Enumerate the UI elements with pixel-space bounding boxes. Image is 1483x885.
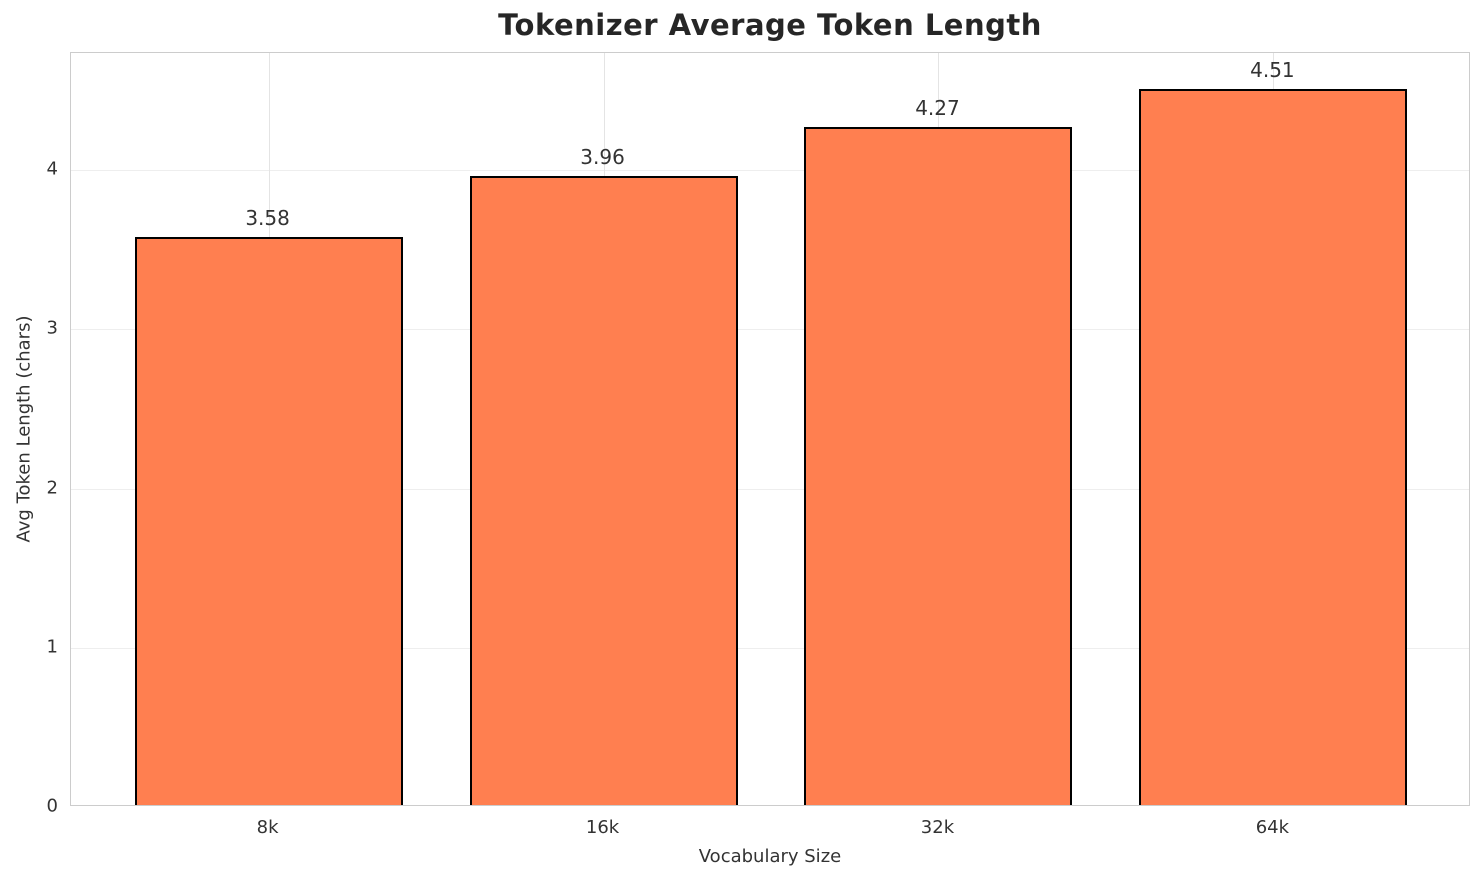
h-gridline: [71, 488, 1469, 490]
x-axis-label: Vocabulary Size: [698, 846, 842, 867]
y-axis-label: Avg Token Length (chars): [13, 315, 35, 543]
chart-title: Tokenizer Average Token Length: [498, 8, 1042, 42]
x-tick-label: 32k: [920, 817, 955, 838]
y-tick-label: 2: [46, 477, 58, 499]
bar-value-label: 4.27: [915, 96, 960, 121]
y-tick-label: 0: [46, 795, 58, 817]
h-gridline: [71, 329, 1469, 331]
x-tick-label: 64k: [1255, 817, 1290, 838]
bar-value-label: 3.58: [245, 205, 290, 230]
x-tick-label: 16k: [585, 817, 620, 838]
bar-value-label: 4.51: [1250, 57, 1295, 82]
bar-value-label: 3.96: [580, 145, 625, 170]
y-tick-label: 4: [46, 158, 58, 180]
bar-16k: [469, 176, 738, 805]
bar-32k: [804, 127, 1073, 805]
y-tick-label: 3: [46, 317, 58, 339]
h-gridline: [71, 647, 1469, 649]
bar-64k: [1139, 88, 1408, 805]
y-tick-label: 1: [46, 636, 58, 658]
h-gridline: [71, 170, 1469, 172]
bar-8k: [134, 236, 403, 805]
plot-area: [70, 52, 1470, 806]
x-tick-label: 8k: [256, 817, 279, 838]
